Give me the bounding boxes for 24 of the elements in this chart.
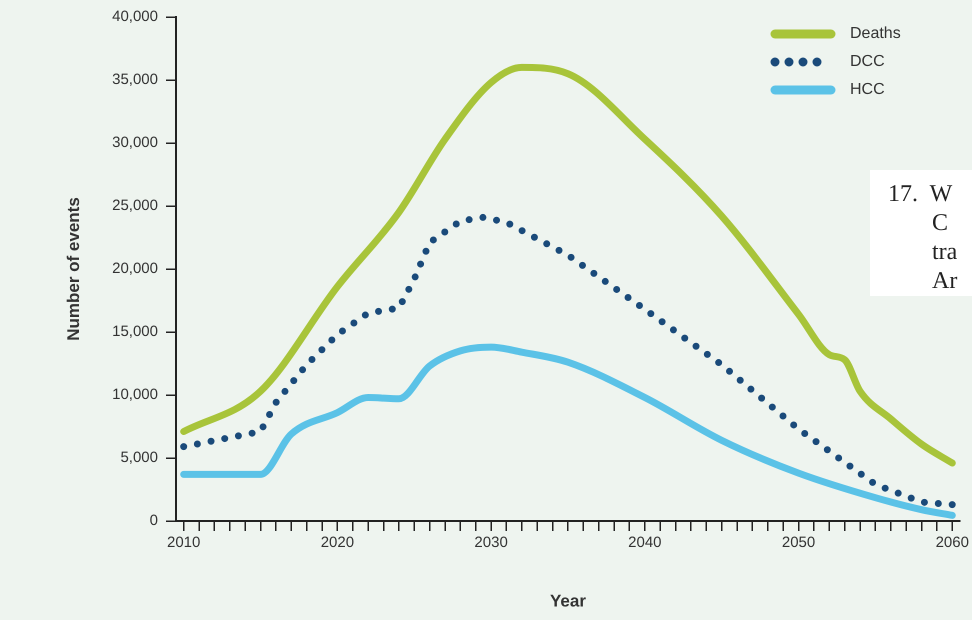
x-tick-label: 2030 (474, 534, 508, 552)
y-tick-label: 20,000 (112, 260, 158, 278)
y-tick-label: 0 (150, 512, 158, 530)
x-tick-label: 2010 (167, 534, 200, 552)
y-tick-label: 35,000 (112, 71, 158, 88)
x-tick-label: 2020 (320, 534, 354, 552)
x-tick-label: 2040 (628, 534, 662, 552)
x-axis-title: Year (550, 591, 586, 610)
legend-label: DCC (850, 53, 885, 71)
y-tick-label: 15,000 (112, 323, 158, 340)
annotation: C (931, 209, 950, 238)
annotation: Ar (931, 267, 958, 296)
y-tick-label: 5,000 (120, 449, 158, 466)
annotation: tra (931, 238, 958, 267)
y-tick-label: 40,000 (112, 8, 158, 26)
y-tick-label: 25,000 (112, 197, 158, 214)
x-tick-label: 2050 (782, 534, 816, 552)
y-tick-label: 30,000 (112, 134, 158, 152)
legend-label: Deaths (850, 25, 901, 43)
annotation: 17. W (888, 180, 954, 209)
legend-label: HCC (850, 81, 885, 99)
y-axis-title: Number of events (64, 197, 83, 341)
y-tick-label: 10,000 (112, 386, 158, 404)
x-tick-label: 2060 (936, 534, 969, 552)
